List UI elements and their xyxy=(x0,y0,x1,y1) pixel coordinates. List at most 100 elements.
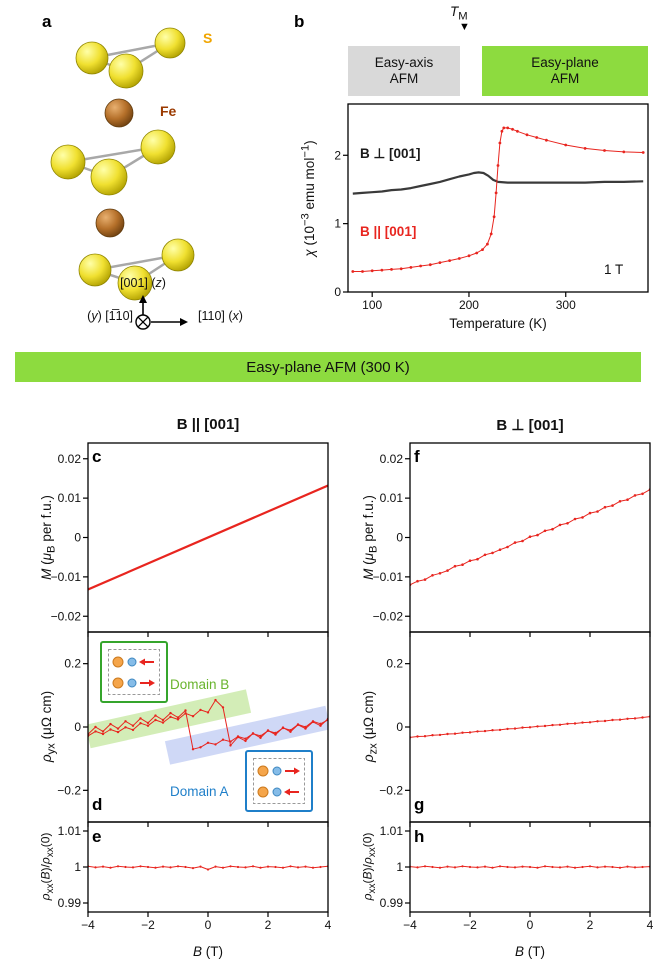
svg-text:100: 100 xyxy=(362,298,382,312)
m-axis-label-left: M (μB per f.u.) xyxy=(39,495,58,580)
easy-axis-afm-box: Easy-axis AFM xyxy=(348,46,460,96)
chi-axis-label: χ (10−3 emu mol−1) xyxy=(299,140,318,257)
axis-x-label: [110] (x) xyxy=(198,309,243,323)
svg-text:0: 0 xyxy=(74,531,81,545)
series-M xyxy=(410,488,650,587)
sulfur-trimer-middle xyxy=(50,129,176,196)
rho-zx-chart: 0.2 0 −0.2 xyxy=(379,631,651,827)
svg-text:1.01: 1.01 xyxy=(58,824,82,838)
svg-text:1: 1 xyxy=(334,217,341,231)
svg-text:1: 1 xyxy=(396,860,403,874)
svg-text:−0.01: −0.01 xyxy=(373,570,404,584)
panel-b-label: b xyxy=(294,12,305,31)
temperature-axis-label: Temperature (K) xyxy=(449,316,547,331)
svg-text:4: 4 xyxy=(325,918,332,932)
svg-text:0.01: 0.01 xyxy=(380,491,404,505)
svg-text:−0.2: −0.2 xyxy=(379,783,403,797)
series-ratio xyxy=(88,865,328,871)
magnetoresistance-parallel-chart: −4 −2 0 2 4 1.01 1 0.99 xyxy=(58,821,332,932)
svg-text:−2: −2 xyxy=(463,918,477,932)
svg-text:−0.02: −0.02 xyxy=(373,609,404,623)
spin-arrow-right-icon xyxy=(149,679,155,687)
rho-yx-axis-label: ρyx (μΩ cm) xyxy=(39,690,58,763)
svg-text:2: 2 xyxy=(265,918,272,932)
svg-text:0.01: 0.01 xyxy=(58,491,82,505)
panel-c-label: c xyxy=(92,447,102,466)
svg-text:0.02: 0.02 xyxy=(380,452,404,466)
axis-ticks: −4 −2 0 2 4 1.01 1 0.99 xyxy=(380,824,654,932)
sulfur-trimer-bottom xyxy=(78,238,195,301)
svg-text:0: 0 xyxy=(396,720,403,734)
rho-xx-ratio-axis-label-right: ρxx(B)/ρxx(0) xyxy=(360,832,378,901)
m-axis-label-right: M (μB per f.u.) xyxy=(361,495,380,580)
svg-text:−0.01: −0.01 xyxy=(51,570,82,584)
series-B-perp-001 xyxy=(352,171,644,195)
axis-z-label: [001] (z) xyxy=(120,276,166,290)
domain-a-inset xyxy=(245,750,313,812)
svg-text:200: 200 xyxy=(459,298,479,312)
svg-text:2: 2 xyxy=(334,148,341,162)
spin-diagram-domain-a xyxy=(253,758,305,804)
arrow-right-icon xyxy=(180,318,188,326)
unit-cell-box xyxy=(108,649,160,695)
series-rho-zx xyxy=(410,715,650,739)
svg-text:1: 1 xyxy=(74,860,81,874)
axis-ticks: 0.02 0.01 0 −0.01 −0.02 xyxy=(373,452,651,637)
spin-arrow-right-icon xyxy=(294,767,300,775)
coordinate-axes-icon xyxy=(135,295,188,330)
transition-temperature-label: TM xyxy=(450,4,468,23)
easy-axis-afm-text: Easy-axis AFM xyxy=(374,54,434,86)
susceptibility-chart: 100 200 300 0 1 2 xyxy=(334,103,649,312)
b-parallel-curve-label: B || [001] xyxy=(360,224,417,239)
fe-atom xyxy=(104,98,134,128)
series-M xyxy=(88,484,328,591)
svg-text:−0.2: −0.2 xyxy=(57,783,81,797)
plot-frame xyxy=(347,103,649,293)
b-perp-curve-label: B ⊥ [001] xyxy=(360,146,421,161)
panel-f-label: f xyxy=(414,447,420,466)
rho-xx-ratio-axis-label-left: ρxx(B)/ρxx(0) xyxy=(38,832,56,901)
spin-diagram-domain-b xyxy=(108,649,160,695)
axis-ticks: 100 200 300 0 1 2 xyxy=(334,148,576,312)
series-B-par-001 xyxy=(351,126,645,273)
domain-b-label: Domain B xyxy=(170,677,230,692)
svg-text:−4: −4 xyxy=(81,918,95,932)
b-field-axis-label-left: B (T) xyxy=(192,944,223,959)
panel-d-label: d xyxy=(92,795,103,814)
spin-arrow-left-icon xyxy=(139,658,145,666)
svg-text:0.2: 0.2 xyxy=(386,657,403,671)
spin-row-top xyxy=(257,765,300,777)
svg-text:−4: −4 xyxy=(403,918,417,932)
domain-b-inset xyxy=(100,641,168,703)
domain-A-band xyxy=(164,705,328,765)
svg-text:0.99: 0.99 xyxy=(380,896,404,910)
svg-text:0: 0 xyxy=(205,918,212,932)
svg-text:0: 0 xyxy=(334,285,341,299)
spin-row-bottom xyxy=(257,786,299,798)
spin-row-bottom xyxy=(112,677,155,689)
series-ratio xyxy=(410,865,650,869)
easy-plane-banner: Easy-plane AFM (300 K) xyxy=(15,352,641,382)
rho-zx-axis-label: ρzx (μΩ cm) xyxy=(361,690,380,763)
magnetoresistance-perp-chart: −4 −2 0 2 4 1.01 1 0.99 xyxy=(380,821,654,932)
svg-text:0.2: 0.2 xyxy=(64,657,81,671)
svg-text:0: 0 xyxy=(74,720,81,734)
svg-text:300: 300 xyxy=(556,298,576,312)
svg-text:0: 0 xyxy=(396,531,403,545)
magnetization-perp-chart: 0.02 0.01 0 −0.01 −0.02 xyxy=(373,442,651,637)
axis-ticks: −4 −2 0 2 4 1.01 1 0.99 xyxy=(58,824,332,932)
svg-text:1.01: 1.01 xyxy=(380,824,404,838)
b-field-axis-label-right: B (T) xyxy=(514,944,545,959)
sulfur-atom-label: S xyxy=(203,30,213,46)
svg-text:0.02: 0.02 xyxy=(58,452,82,466)
panel-a-label: a xyxy=(42,12,52,31)
domain-a-label: Domain A xyxy=(170,784,229,799)
crystal-structure-drawing xyxy=(50,27,195,330)
svg-text:2: 2 xyxy=(587,918,594,932)
field-strength-label: 1 T xyxy=(604,262,624,277)
svg-text:−2: −2 xyxy=(141,918,155,932)
svg-text:0: 0 xyxy=(527,918,534,932)
panel-e-label: e xyxy=(92,827,102,846)
arrow-up-icon xyxy=(139,295,147,303)
